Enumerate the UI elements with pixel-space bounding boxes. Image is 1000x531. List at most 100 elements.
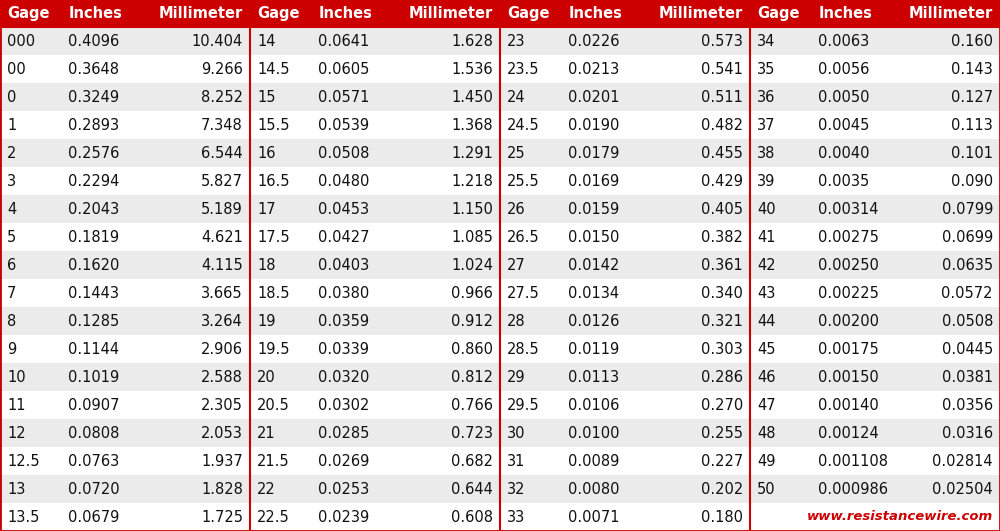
Bar bbox=[0, 111, 250, 139]
Text: 0.2043: 0.2043 bbox=[68, 201, 120, 217]
Text: 47: 47 bbox=[757, 398, 776, 413]
Text: 0.0190: 0.0190 bbox=[568, 117, 620, 133]
Text: 49: 49 bbox=[757, 453, 776, 468]
Bar bbox=[500, 279, 750, 307]
Text: 0.0159: 0.0159 bbox=[568, 201, 620, 217]
Bar bbox=[0, 251, 250, 279]
Text: 0.0045: 0.0045 bbox=[818, 117, 870, 133]
Text: 0.0056: 0.0056 bbox=[818, 62, 870, 76]
Text: www.resistancewire.com: www.resistancewire.com bbox=[807, 510, 993, 524]
Bar bbox=[500, 447, 750, 475]
Text: 0.02814: 0.02814 bbox=[932, 453, 993, 468]
Text: 0.00150: 0.00150 bbox=[818, 370, 879, 384]
Bar bbox=[750, 503, 1000, 531]
Text: 5.189: 5.189 bbox=[201, 201, 243, 217]
Text: 0.227: 0.227 bbox=[701, 453, 743, 468]
Text: 0.0381: 0.0381 bbox=[942, 370, 993, 384]
Text: 0.00140: 0.00140 bbox=[818, 398, 879, 413]
Bar bbox=[500, 335, 750, 363]
Bar bbox=[0, 447, 250, 475]
Text: 0.303: 0.303 bbox=[701, 341, 743, 356]
Text: 0.0799: 0.0799 bbox=[942, 201, 993, 217]
Bar bbox=[500, 391, 750, 419]
Text: 16: 16 bbox=[257, 145, 276, 160]
Text: 1: 1 bbox=[7, 117, 16, 133]
Bar bbox=[250, 167, 500, 195]
Text: 0.0080: 0.0080 bbox=[568, 482, 620, 496]
Text: 0.00200: 0.00200 bbox=[818, 313, 879, 329]
Text: 0.0316: 0.0316 bbox=[942, 425, 993, 441]
Bar bbox=[250, 391, 500, 419]
Text: 0.0050: 0.0050 bbox=[818, 90, 870, 105]
Text: 0.00175: 0.00175 bbox=[818, 341, 879, 356]
Text: 24.5: 24.5 bbox=[507, 117, 540, 133]
Text: 21.5: 21.5 bbox=[257, 453, 290, 468]
Text: 0.1819: 0.1819 bbox=[68, 229, 119, 244]
Text: 0.0142: 0.0142 bbox=[568, 258, 620, 272]
Text: 0.912: 0.912 bbox=[451, 313, 493, 329]
Text: 0.0320: 0.0320 bbox=[318, 370, 370, 384]
Text: 14.5: 14.5 bbox=[257, 62, 290, 76]
Bar bbox=[750, 503, 1000, 531]
Text: Gage: Gage bbox=[507, 6, 550, 21]
Text: 0.0150: 0.0150 bbox=[568, 229, 620, 244]
Text: Gage: Gage bbox=[7, 6, 50, 21]
Bar bbox=[250, 335, 500, 363]
Text: 48: 48 bbox=[757, 425, 776, 441]
Text: 0.361: 0.361 bbox=[701, 258, 743, 272]
Text: 14: 14 bbox=[257, 33, 276, 48]
Text: 37: 37 bbox=[757, 117, 776, 133]
Text: 0.000986: 0.000986 bbox=[818, 482, 888, 496]
Text: 32: 32 bbox=[507, 482, 526, 496]
Text: Millimeter: Millimeter bbox=[909, 6, 993, 21]
Text: 0.0403: 0.0403 bbox=[318, 258, 370, 272]
Text: 0.1019: 0.1019 bbox=[68, 370, 120, 384]
Text: 50: 50 bbox=[757, 482, 776, 496]
Text: 0.4096: 0.4096 bbox=[68, 33, 120, 48]
Bar bbox=[500, 475, 750, 503]
Bar bbox=[0, 335, 250, 363]
Bar bbox=[0, 83, 250, 111]
Bar bbox=[750, 279, 1000, 307]
Bar bbox=[750, 475, 1000, 503]
Text: 11: 11 bbox=[7, 398, 26, 413]
Text: 0.0285: 0.0285 bbox=[318, 425, 370, 441]
Text: 2.906: 2.906 bbox=[201, 341, 243, 356]
Text: 0.0356: 0.0356 bbox=[942, 398, 993, 413]
Text: 0.0040: 0.0040 bbox=[818, 145, 870, 160]
Text: 0.812: 0.812 bbox=[451, 370, 493, 384]
Text: 0.0253: 0.0253 bbox=[318, 482, 370, 496]
Text: Millimeter: Millimeter bbox=[159, 6, 243, 21]
Text: 0.0480: 0.0480 bbox=[318, 174, 370, 189]
Text: 17.5: 17.5 bbox=[257, 229, 290, 244]
Text: 33: 33 bbox=[507, 510, 525, 525]
Bar bbox=[500, 167, 750, 195]
Text: 36: 36 bbox=[757, 90, 775, 105]
Text: 12: 12 bbox=[7, 425, 26, 441]
Text: 0.0201: 0.0201 bbox=[568, 90, 620, 105]
Text: 18.5: 18.5 bbox=[257, 286, 290, 301]
Text: 0.00225: 0.00225 bbox=[818, 286, 879, 301]
Text: 43: 43 bbox=[757, 286, 775, 301]
Text: 20: 20 bbox=[257, 370, 276, 384]
Text: 13: 13 bbox=[7, 482, 25, 496]
Text: 0.0213: 0.0213 bbox=[568, 62, 620, 76]
Text: 0.966: 0.966 bbox=[451, 286, 493, 301]
Text: 22.5: 22.5 bbox=[257, 510, 290, 525]
Bar bbox=[500, 363, 750, 391]
Text: 0.3648: 0.3648 bbox=[68, 62, 119, 76]
Text: 5: 5 bbox=[7, 229, 16, 244]
Text: 23.5: 23.5 bbox=[507, 62, 540, 76]
Text: Inches: Inches bbox=[818, 6, 872, 21]
Bar bbox=[0, 503, 250, 531]
Text: 0.3249: 0.3249 bbox=[68, 90, 119, 105]
Text: 0.1620: 0.1620 bbox=[68, 258, 120, 272]
Text: 2.053: 2.053 bbox=[201, 425, 243, 441]
Text: 0.0089: 0.0089 bbox=[568, 453, 620, 468]
Text: 0.255: 0.255 bbox=[701, 425, 743, 441]
Text: 0.0169: 0.0169 bbox=[568, 174, 620, 189]
Text: 3: 3 bbox=[7, 174, 16, 189]
Text: 0.0539: 0.0539 bbox=[318, 117, 369, 133]
Text: 0.766: 0.766 bbox=[451, 398, 493, 413]
Text: 0.0907: 0.0907 bbox=[68, 398, 120, 413]
